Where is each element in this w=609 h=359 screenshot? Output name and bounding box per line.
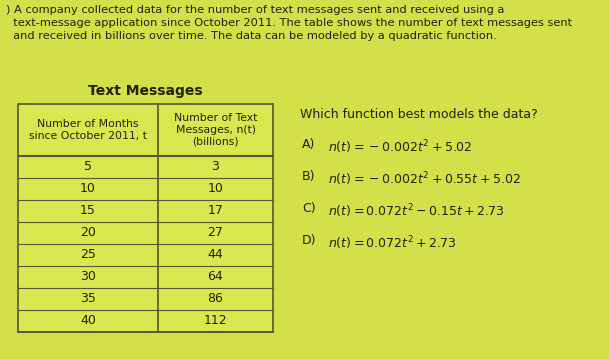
Text: 44: 44 [208, 248, 224, 261]
Bar [18, 104, 273, 332]
Text: 112: 112 [203, 314, 227, 327]
Text: A): A) [302, 138, 315, 151]
Text: C): C) [302, 202, 315, 215]
Text: 10: 10 [80, 182, 96, 196]
Text: 10: 10 [208, 182, 224, 196]
Text: D): D) [302, 234, 317, 247]
Text: Text Messages: Text Messages [88, 84, 203, 98]
Text: 86: 86 [208, 293, 224, 306]
Text: 3: 3 [211, 160, 219, 173]
Text: 35: 35 [80, 293, 96, 306]
Text: 27: 27 [208, 227, 224, 239]
Text: $n(t) = -0.002t^2 + 5.02$: $n(t) = -0.002t^2 + 5.02$ [328, 138, 473, 155]
Text: 40: 40 [80, 314, 96, 327]
Text: Number of Months
since October 2011, t: Number of Months since October 2011, t [29, 119, 147, 141]
Text: Which function best models the data?: Which function best models the data? [300, 108, 538, 121]
Text: $n(t) = -0.002t^2 + 0.55t + 5.02$: $n(t) = -0.002t^2 + 0.55t + 5.02$ [328, 170, 521, 188]
Text: 15: 15 [80, 205, 96, 218]
Text: 64: 64 [208, 270, 224, 284]
Text: $n(t) = 0.072t^2 + 2.73$: $n(t) = 0.072t^2 + 2.73$ [328, 234, 457, 252]
Text: B): B) [302, 170, 315, 183]
Text: 5: 5 [84, 160, 92, 173]
Text: 17: 17 [208, 205, 224, 218]
Text: 30: 30 [80, 270, 96, 284]
Text: ) A company collected data for the number of text messages sent and received usi: ) A company collected data for the numbe… [6, 5, 572, 41]
Text: $n(t) = 0.072t^2 - 0.15t + 2.73$: $n(t) = 0.072t^2 - 0.15t + 2.73$ [328, 202, 505, 220]
Text: Number of Text
Messages, n(t)
(billions): Number of Text Messages, n(t) (billions) [174, 113, 257, 146]
Text: 25: 25 [80, 248, 96, 261]
Text: 20: 20 [80, 227, 96, 239]
